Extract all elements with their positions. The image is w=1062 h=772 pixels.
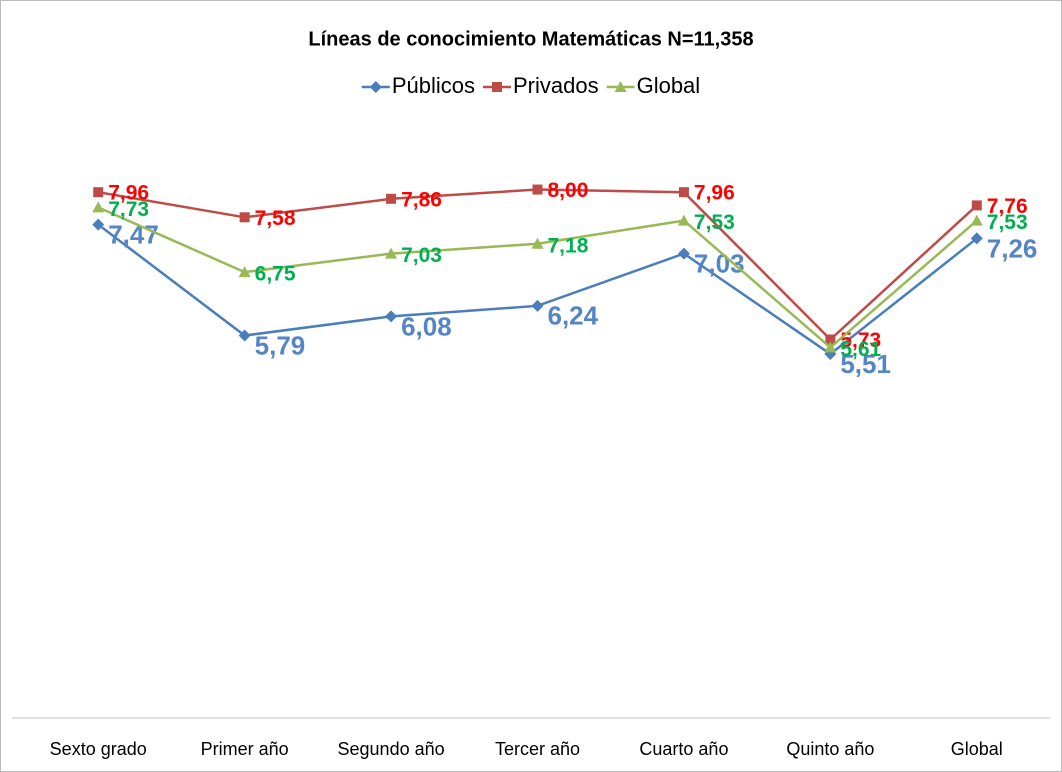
data-point — [970, 232, 983, 245]
data-point — [385, 247, 398, 259]
data-label: 7,18 — [548, 234, 589, 257]
data-point — [386, 193, 397, 204]
data-point — [238, 266, 251, 278]
data-label: 7,73 — [108, 198, 149, 221]
legend-marker — [614, 81, 627, 92]
data-label: 7,53 — [987, 211, 1028, 234]
data-point — [531, 299, 544, 312]
legend-label: Públicos — [392, 73, 475, 98]
data-label: 6,24 — [548, 301, 599, 331]
data-label: 6,75 — [255, 263, 296, 286]
data-label: 7,47 — [108, 219, 159, 249]
data-point — [385, 310, 398, 323]
data-point — [677, 247, 690, 260]
data-label: 7,96 — [694, 182, 735, 205]
data-label: 7,03 — [401, 244, 442, 267]
x-tick-label: Sexto grado — [50, 739, 147, 759]
x-tick-label: Cuarto año — [639, 739, 728, 759]
x-tick-label: Global — [951, 739, 1003, 759]
x-tick-label: Quinto año — [786, 739, 874, 759]
data-label: 7,96 — [108, 182, 149, 205]
data-label: 5,61 — [840, 338, 881, 361]
x-tick-label: Tercer año — [495, 739, 580, 759]
x-tick-label: Primer año — [201, 739, 289, 759]
data-label: 6,08 — [401, 311, 452, 341]
data-label: 5,73 — [840, 329, 881, 352]
data-label: 7,53 — [694, 211, 735, 234]
data-point — [239, 212, 250, 223]
data-label: 7,58 — [255, 207, 296, 230]
legend-label: Global — [637, 73, 701, 98]
data-point — [92, 218, 105, 231]
data-label: 7,26 — [987, 233, 1038, 263]
data-label: 8,00 — [548, 179, 589, 202]
data-point — [532, 184, 543, 195]
data-point — [93, 187, 104, 198]
data-point — [92, 201, 105, 213]
data-point — [824, 341, 837, 353]
data-label: 5,79 — [255, 330, 306, 360]
data-label: 7,86 — [401, 188, 442, 211]
data-point — [238, 329, 251, 342]
data-point — [971, 200, 982, 211]
legend-label: Privados — [513, 73, 599, 98]
data-point — [970, 214, 983, 226]
x-tick-label: Segundo año — [338, 739, 445, 759]
data-point — [678, 187, 689, 198]
data-point — [531, 237, 544, 249]
data-point — [825, 334, 836, 345]
data-label: 7,76 — [987, 195, 1028, 218]
data-label: 5,51 — [840, 349, 891, 379]
legend-marker — [491, 82, 502, 92]
legend: Públicos Privados Global — [361, 73, 701, 98]
data-point — [677, 214, 690, 226]
data-label: 7,03 — [694, 249, 745, 279]
chart-title: Líneas de conocimiento Matemáticas N=11,… — [308, 28, 753, 50]
legend-marker — [369, 81, 382, 93]
